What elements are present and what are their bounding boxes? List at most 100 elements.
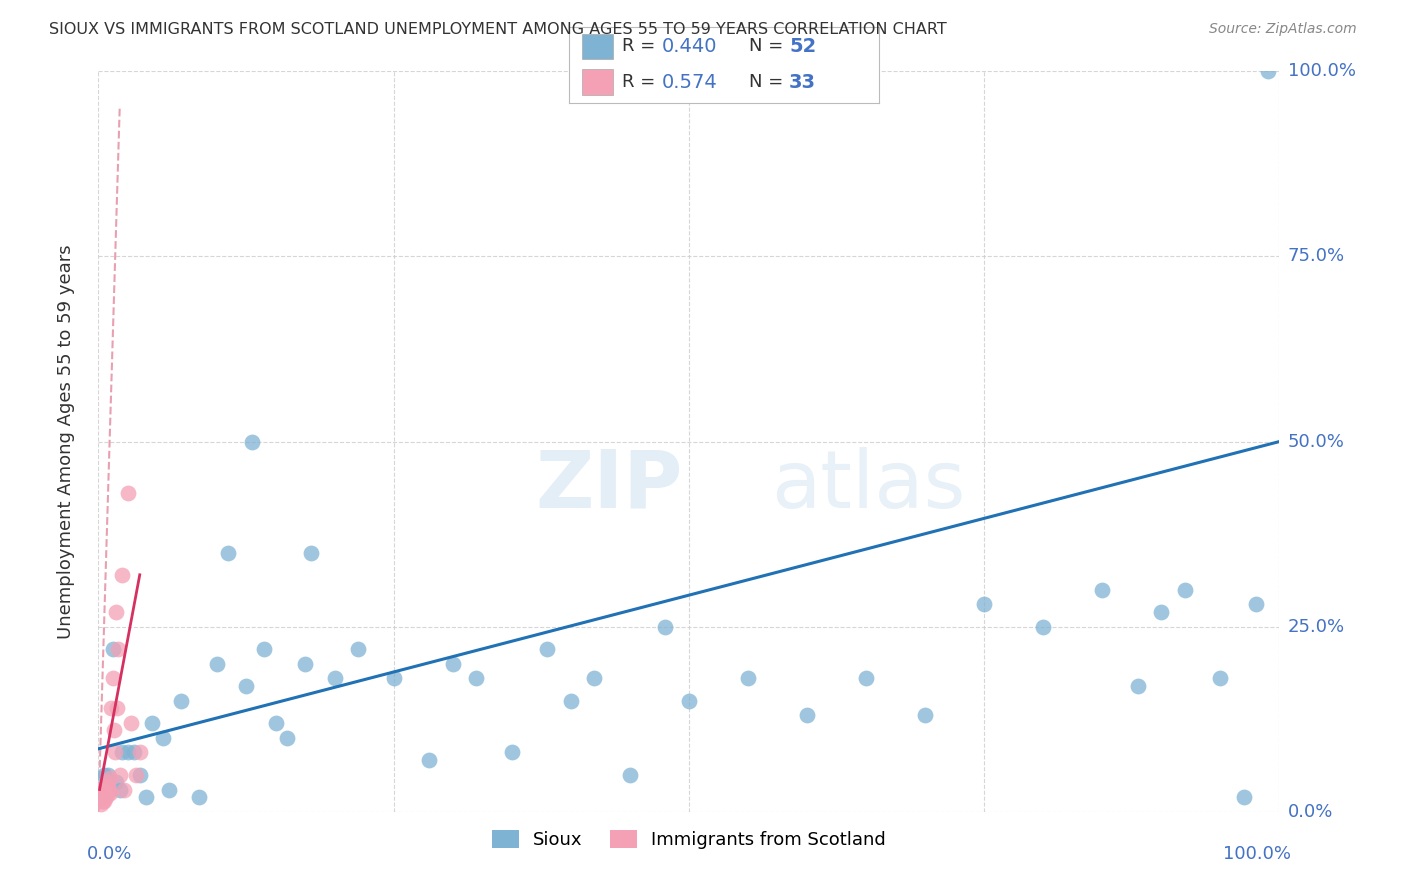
Point: [128, 767, 150, 781]
Point: [108, 782, 131, 797]
Point: [235, 679, 257, 693]
Point: [583, 672, 606, 686]
Text: SIOUX VS IMMIGRANTS FROM SCOTLAND UNEMPLOYMENT AMONG AGES 55 TO 59 YEARS CORRELA: SIOUX VS IMMIGRANTS FROM SCOTLAND UNEMPL…: [49, 22, 948, 37]
Point: [108, 767, 131, 781]
Point: [560, 694, 582, 708]
Point: [347, 641, 370, 656]
Point: [105, 605, 128, 619]
Y-axis label: Unemployment Among Ages 55 to 59 years: Unemployment Among Ages 55 to 59 years: [56, 244, 75, 639]
Point: [299, 546, 322, 560]
Text: atlas: atlas: [772, 447, 966, 525]
Point: [294, 657, 316, 671]
Point: [240, 434, 263, 449]
Point: [135, 789, 157, 804]
Point: [96, 775, 118, 789]
Point: [737, 672, 759, 686]
Text: N =: N =: [749, 37, 783, 55]
Point: [122, 746, 145, 760]
Point: [117, 746, 139, 760]
Point: [418, 753, 440, 767]
Point: [264, 715, 287, 730]
Point: [112, 782, 135, 797]
Text: 0.440: 0.440: [662, 37, 717, 56]
Point: [117, 486, 139, 500]
Point: [93, 782, 115, 797]
Point: [93, 767, 115, 781]
Text: Source: ZipAtlas.com: Source: ZipAtlas.com: [1209, 22, 1357, 37]
Point: [111, 746, 134, 760]
Text: 33: 33: [789, 72, 815, 92]
Point: [89, 789, 111, 804]
Point: [1257, 64, 1279, 78]
Point: [107, 641, 129, 656]
Text: N =: N =: [749, 73, 783, 91]
Point: [1174, 582, 1197, 597]
Text: R =: R =: [621, 73, 655, 91]
Point: [91, 789, 114, 804]
Text: 75.0%: 75.0%: [1288, 247, 1346, 266]
Point: [104, 746, 127, 760]
Point: [1244, 598, 1267, 612]
Point: [98, 782, 121, 797]
Point: [98, 786, 121, 800]
Point: [141, 715, 163, 730]
Point: [1233, 789, 1256, 804]
Point: [100, 701, 122, 715]
Point: [914, 708, 936, 723]
Point: [91, 794, 114, 808]
Point: [97, 767, 120, 781]
Legend: Sioux, Immigrants from Scotland: Sioux, Immigrants from Scotland: [482, 821, 896, 858]
Point: [105, 775, 128, 789]
Point: [465, 672, 488, 686]
Point: [101, 641, 124, 656]
Text: 0.0%: 0.0%: [1288, 803, 1333, 821]
Point: [105, 701, 128, 715]
Point: [1032, 619, 1054, 633]
Point: [441, 657, 464, 671]
FancyBboxPatch shape: [582, 70, 613, 95]
Text: 52: 52: [789, 37, 817, 56]
Point: [91, 786, 114, 800]
Point: [973, 598, 995, 612]
Text: 100.0%: 100.0%: [1223, 845, 1291, 863]
Point: [187, 789, 209, 804]
Point: [170, 694, 193, 708]
Point: [96, 782, 118, 797]
Point: [152, 731, 174, 745]
Point: [1091, 582, 1114, 597]
Text: 0.0%: 0.0%: [87, 845, 132, 863]
Text: 50.0%: 50.0%: [1288, 433, 1344, 450]
Point: [536, 641, 558, 656]
Point: [855, 672, 877, 686]
Point: [97, 786, 120, 800]
Text: 25.0%: 25.0%: [1288, 617, 1346, 636]
Point: [619, 767, 641, 781]
Point: [94, 789, 117, 804]
Point: [121, 715, 143, 730]
Point: [89, 794, 111, 808]
Point: [93, 794, 115, 808]
Point: [382, 672, 405, 686]
Point: [90, 797, 112, 812]
Point: [276, 731, 298, 745]
Point: [1126, 679, 1149, 693]
Point: [128, 746, 150, 760]
Point: [98, 772, 121, 786]
Text: ZIP: ZIP: [536, 447, 683, 525]
Point: [323, 672, 346, 686]
Text: 0.574: 0.574: [662, 72, 718, 92]
Point: [90, 786, 112, 800]
Point: [97, 779, 120, 793]
Point: [253, 641, 276, 656]
Point: [94, 779, 117, 793]
Point: [1209, 672, 1232, 686]
Point: [796, 708, 818, 723]
Point: [125, 767, 148, 781]
Point: [101, 672, 124, 686]
Text: R =: R =: [621, 37, 655, 55]
Point: [103, 723, 125, 738]
Point: [91, 789, 114, 804]
Point: [217, 546, 239, 560]
Point: [654, 619, 676, 633]
Point: [93, 789, 115, 804]
